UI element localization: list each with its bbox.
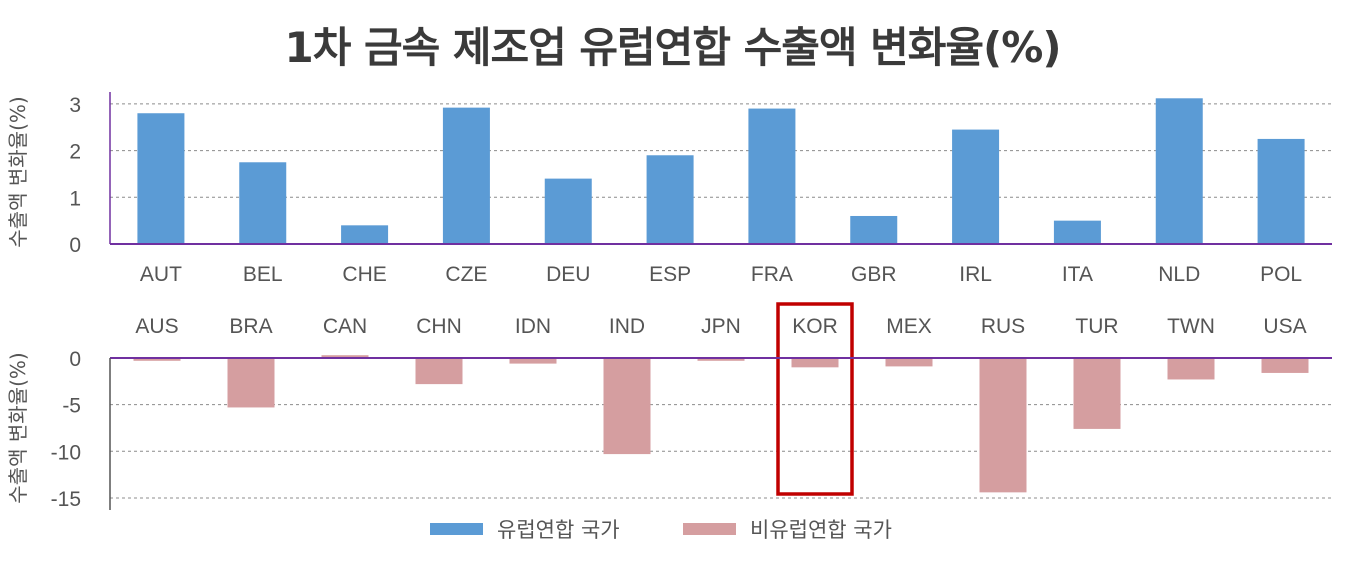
eu-bar-bel [239,162,287,244]
noneu-bar-ind [603,358,651,455]
noneu-category-label: USA [1263,315,1306,338]
noneu-category-label: IND [609,315,645,338]
eu-category-label: IRL [959,263,992,286]
noneu-bar-tur [1073,358,1121,429]
eu-bar-ita [1053,220,1101,244]
eu-bar-irl [952,129,1000,244]
eu-category-label: BEL [243,263,283,286]
noneu-bar-bra [227,358,275,408]
legend-label-non-eu: 비유럽연합 국가 [750,518,892,542]
noneu-ytick-label: -10 [51,441,81,464]
eu-category-label: NLD [1158,263,1200,286]
eu-bar-aut [137,113,185,245]
noneu-ytick-label: -5 [62,395,81,418]
noneu-category-label: JPN [701,315,741,338]
noneu-bar-aus [133,358,181,361]
noneu-category-label: MEX [886,315,932,338]
noneu-bar-jpn [697,358,745,361]
noneu-bar-rus [979,358,1027,493]
eu-category-label: ESP [649,263,691,286]
eu-category-label: AUT [140,263,182,286]
noneu-bar-chn [415,358,463,385]
noneu-bar-twn [1167,358,1215,380]
eu-bar-esp [646,155,694,244]
eu-bar-nld [1155,98,1203,245]
noneu-category-label: CAN [323,315,367,338]
noneu-bar-usa [1261,358,1309,373]
non-eu-panel: 0 -5 -10 -15 AUS BRA CAN CHN IDN IND JPN KOR MEX RUS T… [6,302,1332,511]
eu-category-label: DEU [546,263,590,286]
eu-y-axis-title: 수출액 변화율(%) [6,96,30,247]
eu-category-label: ITA [1062,263,1093,286]
eu-ytick-label: 0 [69,234,81,257]
eu-category-label: GBR [851,263,897,286]
noneu-category-label: CHN [416,315,462,338]
noneu-category-label: RUS [981,315,1025,338]
noneu-bar-idn [509,358,557,364]
legend-swatch-non-eu [683,523,736,535]
noneu-category-label: TUR [1075,315,1118,338]
legend: 유럽연합 국가 비유럽연합 국가 [430,518,892,542]
eu-bar-pol [1257,138,1305,244]
eu-category-label: CHE [342,263,386,286]
eu-bar-che [341,225,389,244]
eu-bar-deu [544,178,592,244]
noneu-ytick-label: 0 [69,348,81,371]
noneu-bar-can [321,355,369,358]
chart-title: 1차 금속 제조업 유럽연합 수출액 변화율(%) [284,23,1061,72]
noneu-bar-kor [791,358,839,368]
noneu-category-label: KOR [792,315,838,338]
legend-label-eu: 유럽연합 국가 [497,518,620,542]
eu-ytick-label: 1 [69,187,81,210]
noneu-category-label: IDN [515,315,551,338]
eu-category-label: FRA [751,263,793,286]
eu-ytick-label: 3 [69,94,81,117]
eu-ytick-label: 2 [69,141,81,164]
eu-bar-cze [442,107,490,244]
highlight-box-kor [776,302,854,496]
eu-category-label: CZE [445,263,487,286]
eu-category-label: POL [1260,263,1302,286]
eu-bar-gbr [850,215,898,244]
noneu-y-axis-title: 수출액 변화율(%) [6,352,30,503]
noneu-category-label: AUS [135,315,178,338]
noneu-category-label: BRA [229,315,272,338]
noneu-bar-mex [885,358,933,367]
legend-swatch-eu [430,523,483,535]
eu-panel: 0 1 2 3 AUT BEL CHE CZE DEU ESP FRA GBR IRL ITA NLD POL… [6,92,1332,286]
noneu-category-label: TWN [1167,315,1215,338]
eu-bar-fra [748,108,796,244]
noneu-ytick-label: -15 [51,488,81,511]
